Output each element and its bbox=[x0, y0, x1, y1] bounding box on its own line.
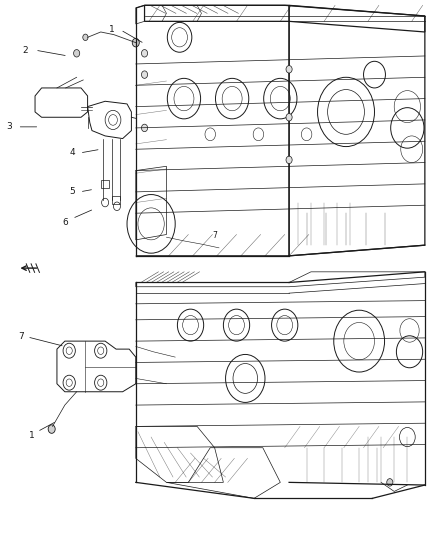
Circle shape bbox=[74, 50, 80, 57]
Text: 1: 1 bbox=[28, 431, 35, 440]
Text: 4: 4 bbox=[70, 149, 75, 157]
Text: 3: 3 bbox=[7, 123, 13, 131]
Text: 1: 1 bbox=[109, 26, 115, 34]
Circle shape bbox=[48, 425, 55, 433]
Text: 2: 2 bbox=[23, 46, 28, 54]
Text: 6: 6 bbox=[62, 218, 68, 227]
Circle shape bbox=[141, 124, 148, 132]
Circle shape bbox=[141, 71, 148, 78]
Circle shape bbox=[141, 50, 148, 57]
Text: 7: 7 bbox=[212, 231, 217, 240]
Circle shape bbox=[286, 114, 292, 121]
Text: 7: 7 bbox=[18, 333, 24, 341]
Bar bbox=[112, 196, 120, 204]
Circle shape bbox=[387, 479, 393, 486]
Text: 5: 5 bbox=[69, 188, 75, 196]
Bar bbox=[101, 180, 110, 188]
Circle shape bbox=[83, 34, 88, 41]
Circle shape bbox=[132, 38, 139, 47]
Circle shape bbox=[286, 66, 292, 73]
Circle shape bbox=[286, 156, 292, 164]
